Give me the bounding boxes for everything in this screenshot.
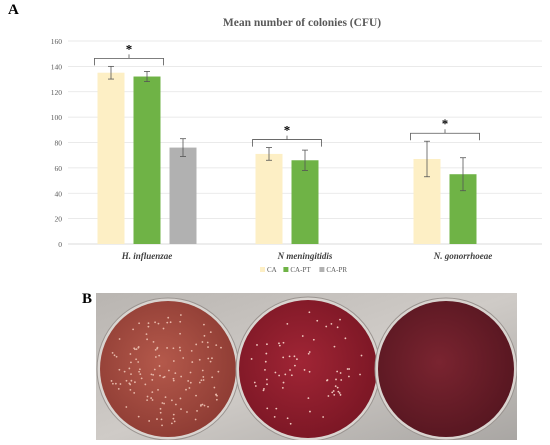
y-tick-label: 140 xyxy=(51,62,63,71)
bar-ca-0 xyxy=(97,72,125,244)
y-tick-label: 120 xyxy=(51,88,63,97)
error-bar xyxy=(424,140,430,178)
panel-a-label: A xyxy=(8,2,19,18)
legend-label: CA-PR xyxy=(326,266,347,274)
bar-chart: Mean number of colonies (CFU) 0 20 40 60 80 1… xyxy=(51,17,542,274)
legend-label: CA xyxy=(267,266,277,274)
error-bar xyxy=(302,149,308,171)
error-bar xyxy=(266,147,272,161)
y-tick-label: 0 xyxy=(58,240,62,249)
significance-asterisk: * xyxy=(284,123,291,138)
legend-item-ca: CA xyxy=(260,266,277,274)
y-tick-label: 40 xyxy=(55,189,63,198)
bar-ca-pt-1 xyxy=(291,160,319,244)
error-bar xyxy=(180,138,186,157)
chart-title: Mean number of colonies (CFU) xyxy=(223,17,381,29)
y-tick-label: 60 xyxy=(55,164,63,173)
category-label: N. gonorrhoeae xyxy=(433,251,493,261)
petri-dish-3 xyxy=(374,297,517,440)
petri-dish-1 xyxy=(96,297,240,440)
petri-dish-photo xyxy=(96,293,517,440)
significance-bracket: * xyxy=(410,116,480,141)
bars xyxy=(97,72,477,245)
error-bar xyxy=(460,157,466,192)
error-bars xyxy=(108,65,466,192)
y-tick-label: 20 xyxy=(55,215,63,224)
legend: CA CA-PT CA-PR xyxy=(260,266,347,274)
error-bar xyxy=(108,65,114,80)
x-axis-labels: H. influenzae N meningitidis N. gonorrhoea… xyxy=(121,251,493,261)
significance-asterisk: * xyxy=(126,41,133,56)
y-tick-label: 100 xyxy=(51,113,63,122)
y-axis: 0 20 40 60 80 100 120 140 160 xyxy=(51,37,63,249)
bar-ca-1 xyxy=(255,153,283,244)
bar-ca-pr-0 xyxy=(169,147,197,244)
y-tick-label: 160 xyxy=(51,37,63,46)
category-label: H. influenzae xyxy=(121,251,173,261)
bar-ca-pt-0 xyxy=(133,76,161,245)
significance-markers: * * * xyxy=(94,41,480,147)
error-bar xyxy=(144,71,150,82)
legend-item-ca-pt: CA-PT xyxy=(283,266,311,274)
y-tick-label: 80 xyxy=(55,139,63,148)
significance-bracket: * xyxy=(94,41,164,66)
category-label: N meningitidis xyxy=(277,251,333,261)
panel-b-label: B xyxy=(82,291,93,307)
significance-asterisk: * xyxy=(442,116,449,131)
petri-dish-2 xyxy=(235,296,381,440)
significance-bracket: * xyxy=(252,123,322,147)
legend-item-ca-pr: CA-PR xyxy=(319,266,347,274)
legend-label: CA-PT xyxy=(290,266,311,274)
